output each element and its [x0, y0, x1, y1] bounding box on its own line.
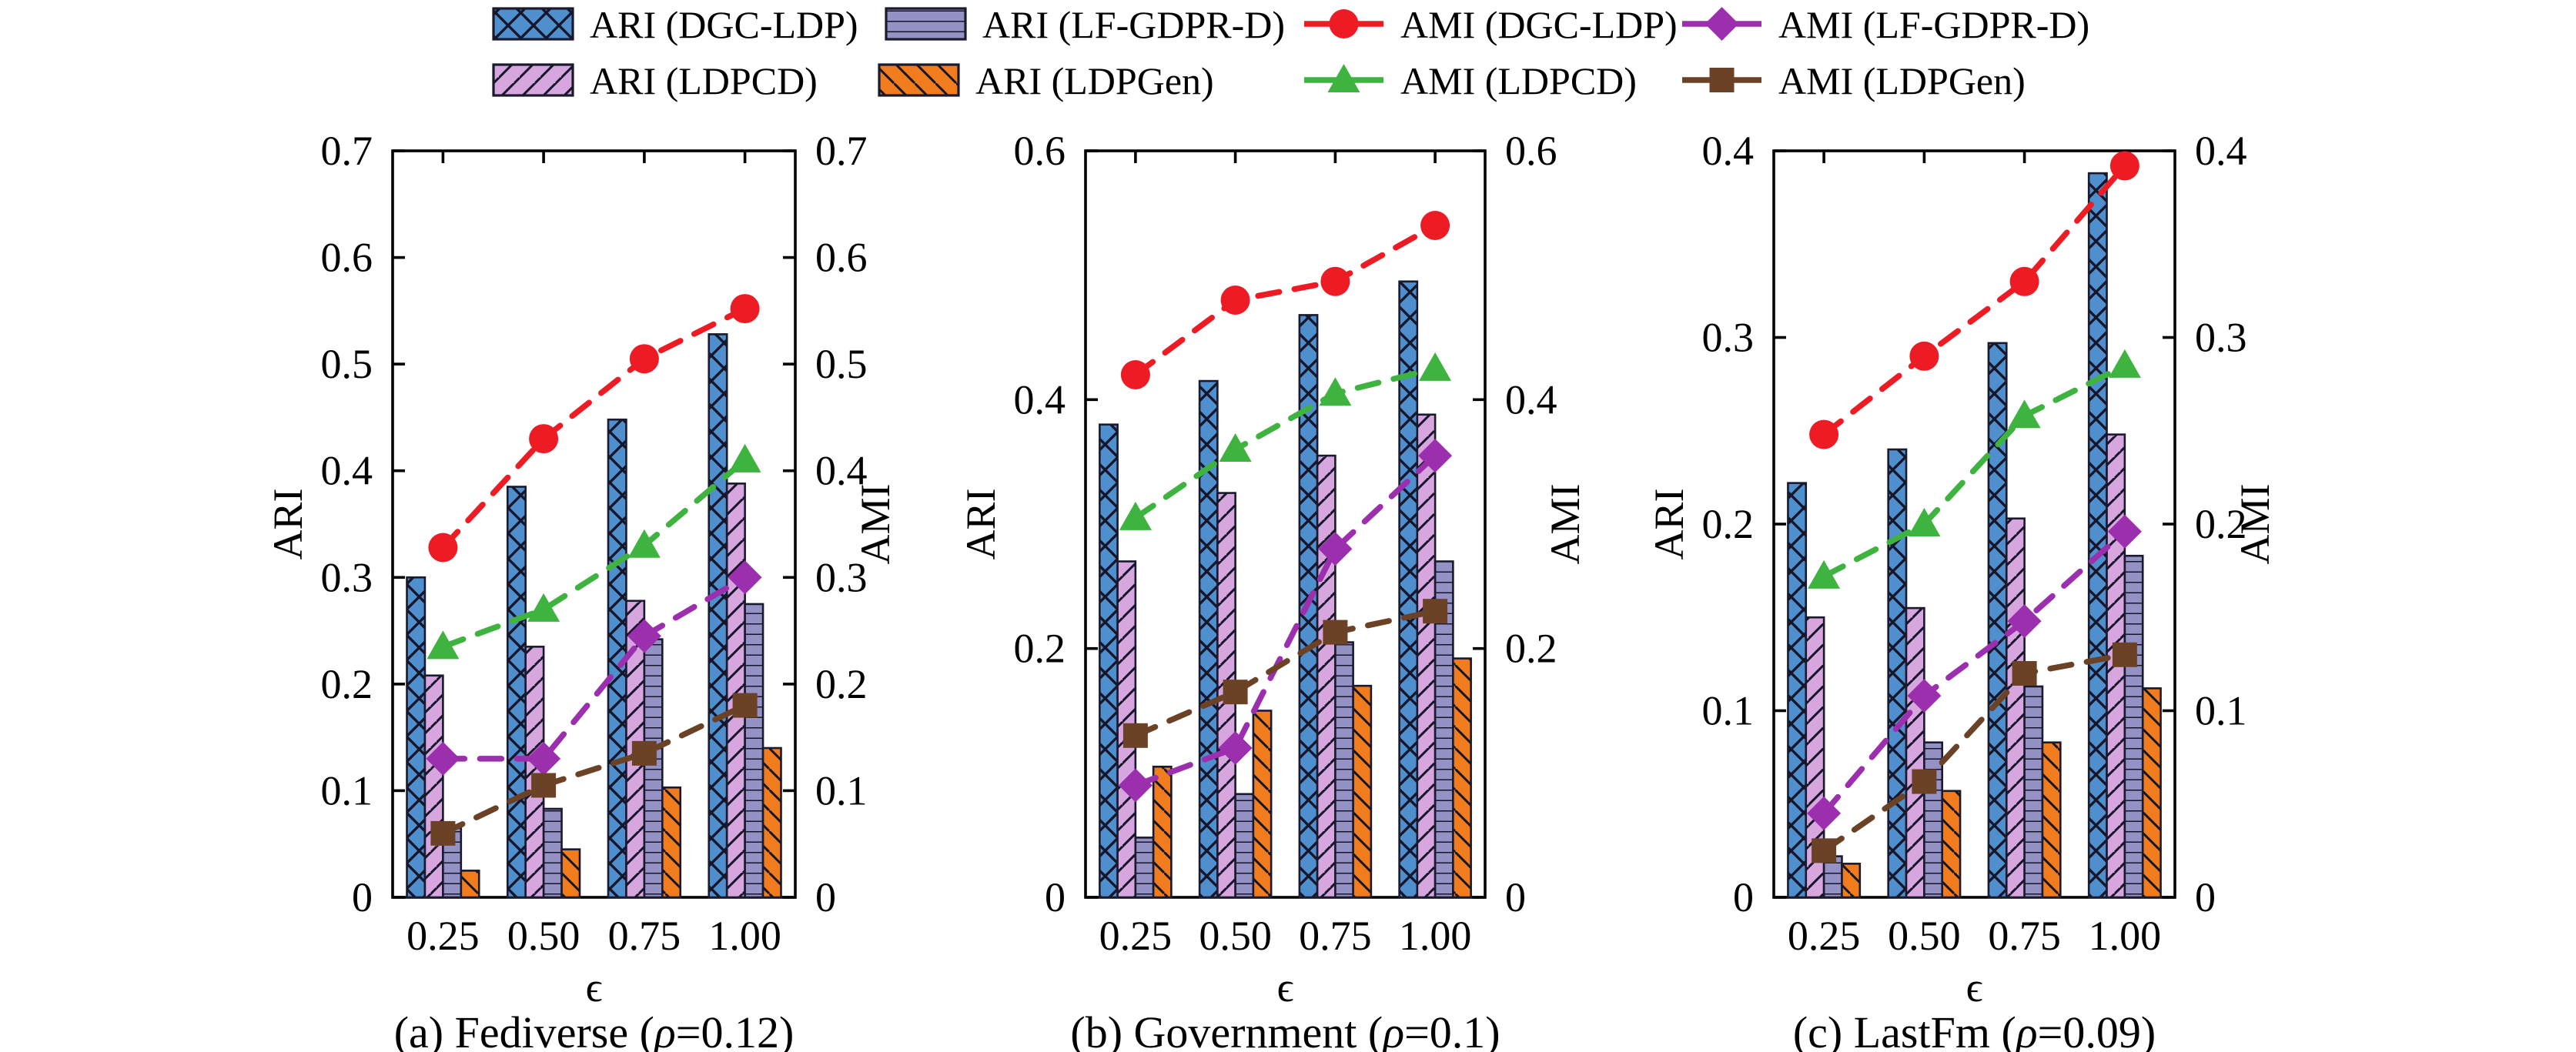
svg-text:0.75: 0.75: [1988, 913, 2061, 959]
svg-text:ARI: ARI: [265, 489, 311, 560]
svg-text:0.3: 0.3: [321, 554, 373, 600]
svg-text:0: 0: [1733, 874, 1754, 920]
svg-text:0.7: 0.7: [321, 128, 373, 174]
svg-text:0.2: 0.2: [321, 661, 373, 707]
svg-text:0: 0: [815, 874, 836, 920]
svg-text:0.2: 0.2: [1014, 626, 1066, 672]
svg-text:AMI (DGC-LDP): AMI (DGC-LDP): [1400, 3, 1678, 46]
svg-text:0: 0: [1045, 874, 1066, 920]
svg-text:0.1: 0.1: [321, 767, 373, 813]
svg-text:AMI: AMI: [1542, 484, 1588, 565]
svg-text:0.4: 0.4: [321, 448, 373, 494]
svg-text:AMI (LF-GDPR-D): AMI (LF-GDPR-D): [1778, 3, 2089, 46]
svg-text:0.4: 0.4: [1505, 376, 1557, 422]
svg-text:0.2: 0.2: [815, 661, 868, 707]
svg-text:0.25: 0.25: [406, 913, 480, 959]
svg-text:ϵ: ϵ: [1966, 964, 1983, 1010]
svg-text:ϵ: ϵ: [1277, 964, 1294, 1010]
svg-text:AMI: AMI: [2232, 484, 2278, 565]
svg-text:0.6: 0.6: [321, 235, 373, 281]
svg-text:AMI: AMI: [852, 484, 898, 565]
svg-text:0: 0: [352, 874, 373, 920]
svg-text:0.1: 0.1: [815, 767, 868, 813]
svg-text:0.4: 0.4: [1014, 376, 1066, 422]
svg-text:ARI: ARI: [1646, 489, 1692, 560]
svg-text:0.50: 0.50: [1199, 913, 1272, 959]
svg-text:0: 0: [1505, 874, 1526, 920]
svg-text:1.00: 1.00: [1399, 913, 1472, 959]
svg-text:0.6: 0.6: [815, 235, 868, 281]
svg-text:ARI (DGC-LDP): ARI (DGC-LDP): [590, 3, 858, 46]
svg-text:0.50: 0.50: [1888, 913, 1961, 959]
svg-text:ARI (LF-GDPR-D): ARI (LF-GDPR-D): [982, 3, 1285, 46]
svg-text:(b) Government (ρ=0.1): (b) Government (ρ=0.1): [1070, 1007, 1500, 1052]
svg-text:ϵ: ϵ: [586, 964, 603, 1010]
svg-text:0.5: 0.5: [815, 341, 868, 387]
svg-text:0.7: 0.7: [815, 128, 868, 174]
svg-text:AMI (LDPGen): AMI (LDPGen): [1778, 59, 2026, 102]
svg-text:0.75: 0.75: [1299, 913, 1372, 959]
svg-text:0.3: 0.3: [2195, 315, 2247, 361]
svg-text:0.1: 0.1: [1702, 688, 1755, 734]
svg-text:1.00: 1.00: [2089, 913, 2162, 959]
svg-text:0.6: 0.6: [1014, 128, 1066, 174]
svg-text:AMI (LDPCD): AMI (LDPCD): [1400, 59, 1637, 102]
svg-text:0.25: 0.25: [1099, 913, 1173, 959]
svg-text:0.4: 0.4: [2195, 128, 2247, 174]
svg-text:0: 0: [2195, 874, 2216, 920]
svg-text:ARI: ARI: [958, 489, 1004, 560]
svg-text:(c) LastFm (ρ=0.09): (c) LastFm (ρ=0.09): [1793, 1007, 2156, 1052]
svg-text:1.00: 1.00: [708, 913, 781, 959]
svg-text:ARI (LDPGen): ARI (LDPGen): [975, 59, 1214, 102]
svg-text:0.1: 0.1: [2195, 688, 2247, 734]
svg-text:0.2: 0.2: [1505, 626, 1557, 672]
svg-text:0.3: 0.3: [1702, 315, 1755, 361]
svg-text:0.50: 0.50: [507, 913, 580, 959]
svg-text:0.5: 0.5: [321, 341, 373, 387]
svg-text:ARI (LDPCD): ARI (LDPCD): [590, 59, 818, 102]
svg-text:(a) Fediverse (ρ=0.12): (a) Fediverse (ρ=0.12): [394, 1007, 795, 1052]
svg-text:0.25: 0.25: [1788, 913, 1861, 959]
svg-text:0.2: 0.2: [1702, 501, 1755, 547]
svg-text:0.6: 0.6: [1505, 128, 1557, 174]
svg-text:0.75: 0.75: [608, 913, 681, 959]
svg-text:0.4: 0.4: [1702, 128, 1755, 174]
